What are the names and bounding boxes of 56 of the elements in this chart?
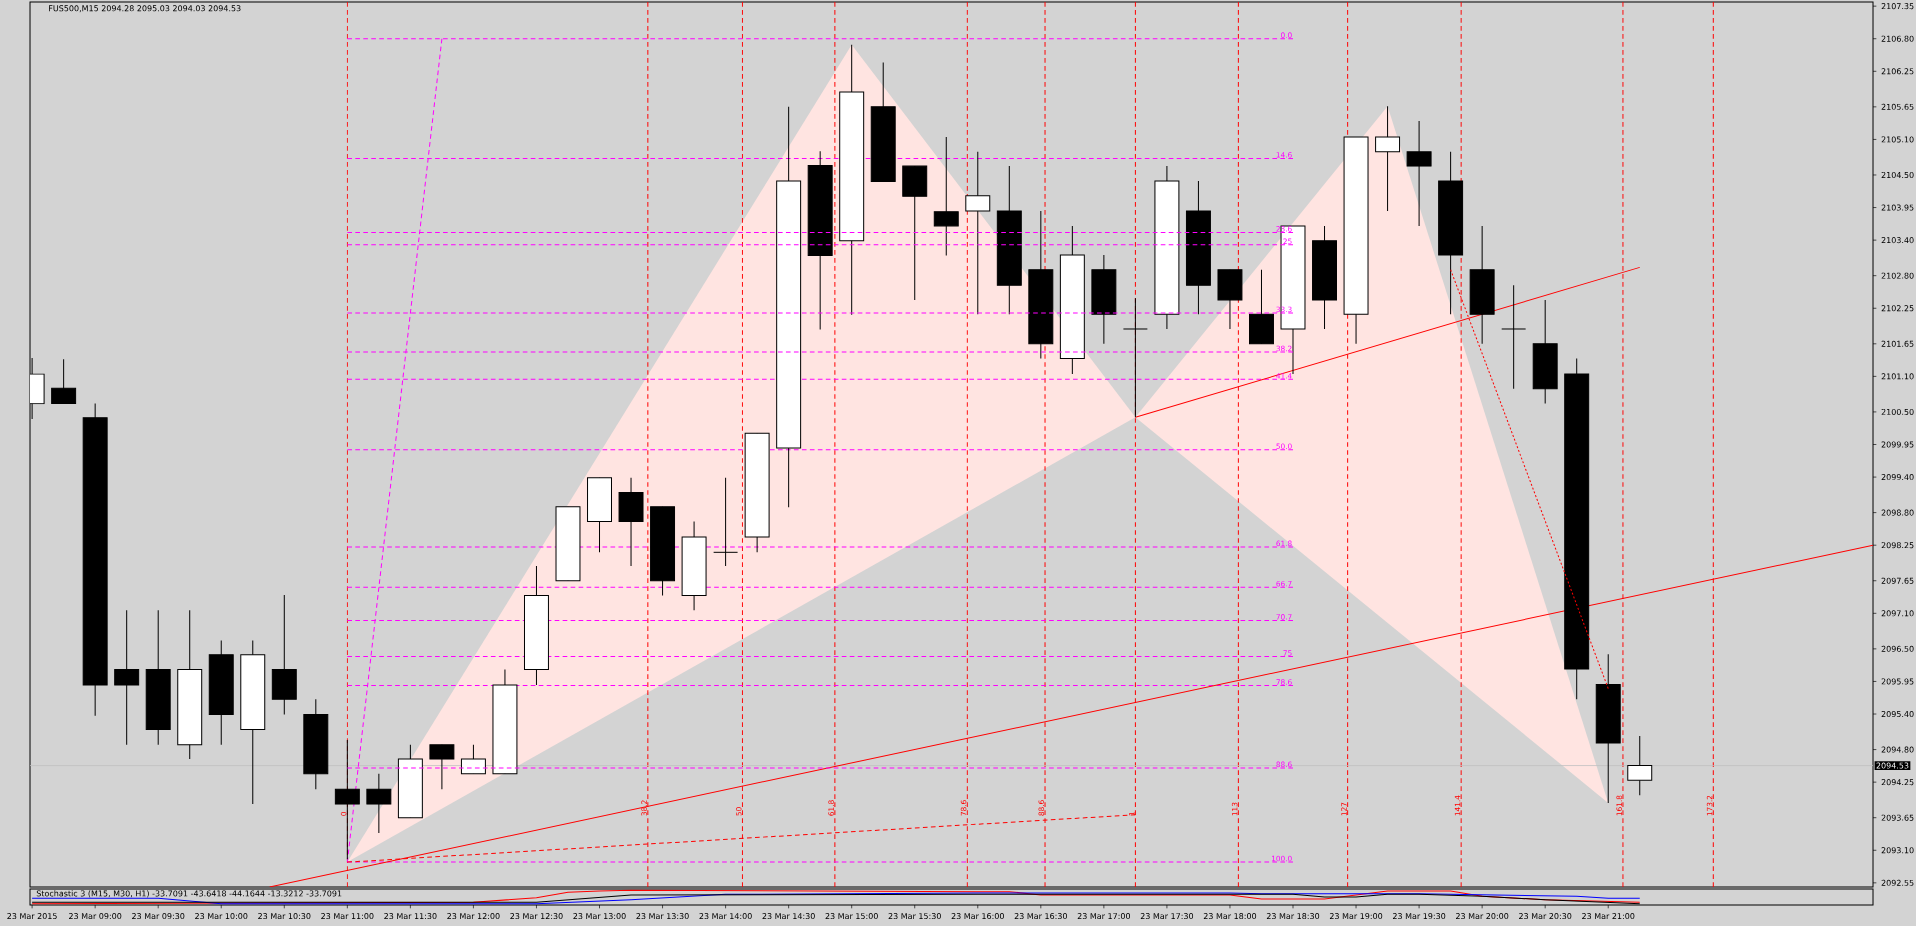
x-tick-label: 23 Mar 17:30 bbox=[1140, 913, 1194, 920]
y-tick-label: 2099.95 bbox=[1881, 441, 1914, 448]
y-tick-label: 2104.50 bbox=[1881, 171, 1914, 178]
x-tick-label: 23 Mar 15:30 bbox=[888, 913, 941, 920]
x-tick-label: 23 Mar 20:30 bbox=[1519, 913, 1572, 920]
y-tick-label: 2094.80 bbox=[1881, 746, 1914, 753]
x-tick-label: 23 Mar 09:30 bbox=[132, 913, 185, 920]
x-tick-label: 23 Mar 19:30 bbox=[1392, 913, 1446, 920]
x-tick-label: 23 Mar 09:00 bbox=[69, 913, 122, 920]
y-tick-label: 2100.50 bbox=[1881, 408, 1914, 415]
x-tick-label: 23 Mar 11:30 bbox=[384, 913, 437, 920]
ref-line-label: 2094.53 bbox=[1876, 762, 1909, 769]
x-tick-label: 23 Mar 16:30 bbox=[1014, 913, 1067, 920]
chart-title: Stochastic 3 (M15, M30, H1) -33.7091 -43.6418 -44.1644 -13.3212 -33.7091 bbox=[36, 890, 342, 898]
y-tick-label: 2098.80 bbox=[1881, 509, 1914, 516]
y-tick-label: 2097.10 bbox=[1881, 610, 1914, 617]
y-tick-label: 2106.80 bbox=[1881, 35, 1914, 42]
x-tick-label: 23 Mar 2015 bbox=[7, 913, 57, 920]
y-tick-label: 2102.25 bbox=[1881, 305, 1914, 312]
y-tick-label: 2106.25 bbox=[1881, 68, 1914, 75]
x-tick-label: 23 Mar 18:00 bbox=[1203, 913, 1257, 920]
x-tick-label: 23 Mar 10:00 bbox=[195, 913, 248, 920]
x-tick-label: 23 Mar 15:00 bbox=[825, 913, 878, 920]
y-tick-label: 2093.65 bbox=[1881, 814, 1914, 821]
y-tick-label: 2094.25 bbox=[1881, 779, 1914, 786]
x-tick-label: 23 Mar 19:00 bbox=[1329, 913, 1383, 920]
chart-title: FUS500,M15 2094.28 2095.03 2094.03 2094.53 bbox=[49, 5, 241, 13]
x-tick-label: 23 Mar 21:00 bbox=[1582, 913, 1635, 920]
x-tick-label: 23 Mar 17:00 bbox=[1077, 913, 1131, 920]
x-tick-label: 23 Mar 13:00 bbox=[573, 913, 626, 920]
y-tick-label: 2092.55 bbox=[1881, 879, 1914, 886]
y-tick-label: 2095.95 bbox=[1881, 678, 1914, 685]
y-tick-label: 2101.65 bbox=[1881, 340, 1914, 347]
y-tick-label: 2102.80 bbox=[1881, 272, 1914, 279]
x-tick-label: 23 Mar 10:30 bbox=[258, 913, 311, 920]
y-tick-label: 2096.50 bbox=[1881, 645, 1914, 652]
x-tick-label: 23 Mar 13:30 bbox=[636, 913, 689, 920]
y-tick-label: 2095.40 bbox=[1881, 711, 1914, 718]
x-tick-label: 23 Mar 12:00 bbox=[447, 913, 500, 920]
x-tick-label: 23 Mar 14:00 bbox=[699, 913, 752, 920]
y-tick-label: 2105.65 bbox=[1881, 103, 1914, 110]
y-tick-label: 2103.40 bbox=[1881, 237, 1914, 244]
y-tick-label: 2099.40 bbox=[1881, 474, 1914, 481]
y-tick-label: 2093.10 bbox=[1881, 847, 1914, 854]
y-tick-label: 2101.10 bbox=[1881, 373, 1914, 380]
y-tick-label: 2097.65 bbox=[1881, 577, 1914, 584]
y-tick-label: 2098.25 bbox=[1881, 542, 1914, 549]
y-tick-label: 2103.95 bbox=[1881, 204, 1914, 211]
x-tick-label: 23 Mar 16:00 bbox=[951, 913, 1004, 920]
x-tick-label: 23 Mar 14:30 bbox=[762, 913, 815, 920]
y-tick-label: 2105.10 bbox=[1881, 136, 1914, 143]
x-tick-label: 23 Mar 20:00 bbox=[1456, 913, 1509, 920]
x-tick-label: 23 Mar 18:30 bbox=[1266, 913, 1320, 920]
x-tick-label: 23 Mar 12:30 bbox=[510, 913, 563, 920]
x-tick-label: 23 Mar 11:00 bbox=[321, 913, 374, 920]
y-tick-label: 2107.35 bbox=[1881, 3, 1914, 10]
